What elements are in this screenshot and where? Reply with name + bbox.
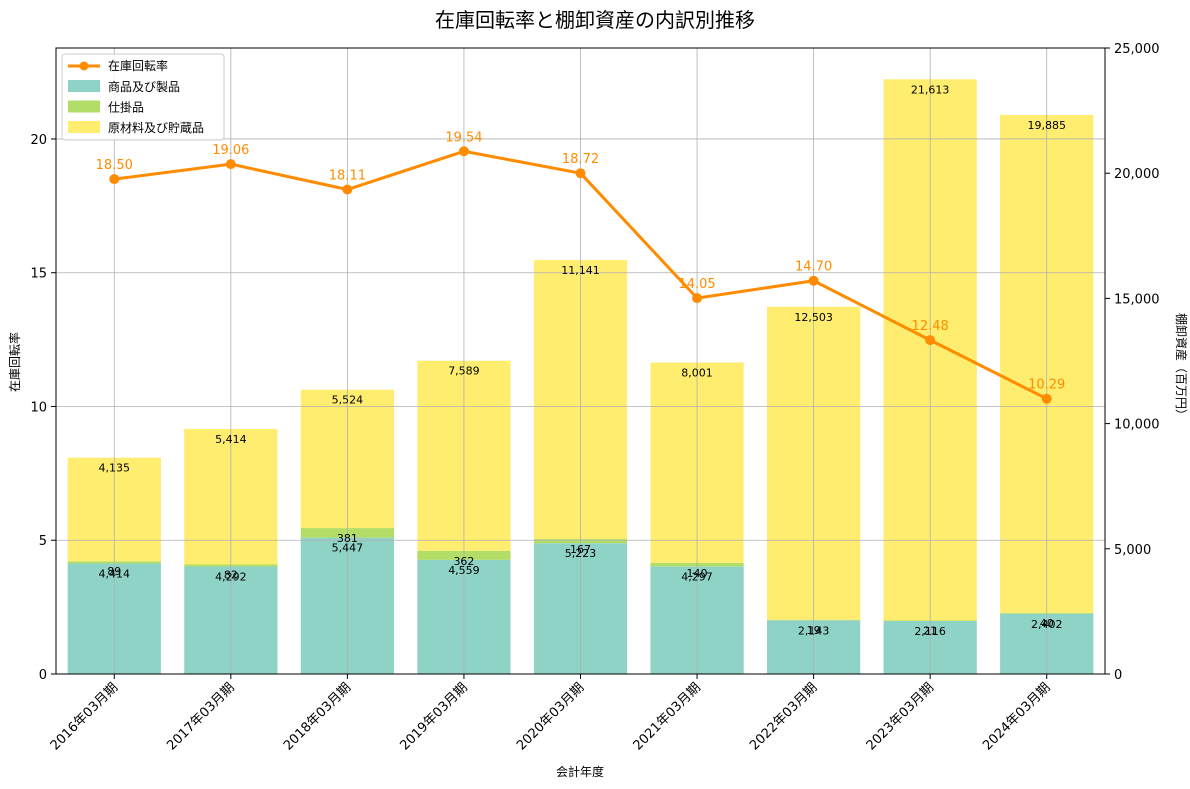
bar-label-wip-4: 167	[570, 543, 591, 556]
left-tick-label-2: 10	[30, 400, 47, 415]
rate-point-8	[1041, 393, 1052, 404]
rate-label-1: 19.06	[212, 143, 249, 158]
bar-label-materials-1: 5,414	[215, 433, 247, 446]
bar-label-products-4: 5,223	[565, 547, 597, 560]
bar-label-materials-8: 19,885	[1027, 119, 1066, 132]
bar-label-products-6: 2,143	[798, 624, 830, 637]
x-tick-label-3: 2019年03月期	[397, 680, 470, 753]
x-tick-label-0: 2016年03月期	[48, 680, 121, 753]
bar-label-products-3: 4,559	[448, 564, 480, 577]
bar-label-wip-7: 21	[923, 624, 937, 637]
x-tick-label-2: 2018年03月期	[281, 680, 354, 753]
bar-label-materials-3: 7,589	[448, 365, 480, 378]
bar-label-products-7: 2,116	[914, 625, 946, 638]
rate-point-1	[225, 159, 236, 170]
bar-label-materials-2: 5,524	[332, 394, 364, 407]
right-tick-label-2: 10,000	[1114, 418, 1160, 433]
bar-label-wip-0: 89	[107, 565, 121, 578]
legend-line-marker	[79, 61, 89, 71]
legend-swatch-1	[68, 100, 100, 113]
bar-label-materials-6: 12,503	[794, 311, 833, 324]
right-tick-label-0: 0	[1114, 668, 1122, 683]
left-tick-label-0: 0	[39, 668, 47, 683]
bar-label-materials-4: 11,141	[561, 264, 600, 277]
legend-swatch-2	[68, 121, 100, 133]
legend-label-1: 仕掛品	[108, 100, 144, 115]
right-tick-label-5: 25,000	[1114, 42, 1160, 57]
bar-label-materials-7: 21,613	[911, 83, 950, 96]
x-tick-label-7: 2023年03月期	[864, 680, 937, 753]
rate-point-2	[342, 184, 353, 195]
bar-label-products-2: 5,447	[332, 542, 364, 555]
bar-label-products-1: 4,292	[215, 571, 247, 584]
bar-label-products-0: 4,414	[99, 567, 131, 580]
rate-point-4	[575, 168, 586, 179]
x-tick-label-4: 2020年03月期	[514, 680, 587, 753]
rate-label-6: 14.70	[795, 260, 832, 275]
chart-title: 在庫回転率と棚卸資産の内訳別推移	[435, 8, 755, 32]
x-tick-label-5: 2021年03月期	[631, 680, 704, 753]
rate-point-6	[808, 275, 819, 286]
x-tick-label-8: 2024年03月期	[980, 680, 1053, 753]
right-tick-label-4: 20,000	[1114, 167, 1160, 182]
rate-label-7: 12.48	[912, 319, 949, 334]
bar-label-wip-3: 362	[453, 555, 474, 568]
legend-label-2: 原材料及び貯蔵品	[108, 121, 204, 135]
bar-label-products-5: 4,297	[681, 570, 713, 583]
rate-point-7	[925, 335, 936, 346]
y-axis-left-label: 在庫回転率	[7, 332, 22, 392]
bar-label-wip-2: 381	[337, 532, 358, 545]
y-axis-right-label: 棚卸資産（百万円）	[1174, 313, 1189, 421]
left-tick-label-1: 5	[39, 534, 47, 549]
legend-label-0: 商品及び製品	[108, 79, 180, 94]
rate-line-layer: 18.50 19.06 18.11 19.54 18.72 14.05 14.70 12.48…	[96, 130, 1065, 404]
rate-label-0: 18.50	[96, 158, 133, 173]
x-axis-label: 会計年度	[556, 764, 604, 779]
legend-label-rate: 在庫回転率	[108, 58, 168, 73]
legend-box	[61, 53, 225, 141]
x-tick-label-1: 2017年03月期	[164, 680, 237, 753]
rate-point-5	[692, 293, 703, 304]
rate-label-3: 19.54	[445, 130, 482, 145]
rate-point-3	[458, 146, 469, 157]
rate-label-5: 14.05	[678, 277, 715, 292]
legend-swatch-0	[68, 80, 100, 92]
bar-label-wip-6: 19	[807, 624, 821, 637]
x-tick-label-6: 2022年03月期	[747, 680, 820, 753]
left-tick-label-3: 15	[30, 267, 47, 282]
bar-label-wip-1: 82	[224, 568, 238, 581]
right-tick-label-3: 15,000	[1114, 292, 1160, 307]
left-tick-label-4: 20	[30, 133, 47, 148]
bar-label-materials-0: 4,135	[99, 462, 131, 475]
right-tick-label-1: 5,000	[1114, 543, 1151, 558]
rate-label-4: 18.72	[562, 152, 599, 167]
bar-label-products-8: 2,402	[1031, 618, 1063, 631]
bar-label-materials-5: 8,001	[681, 367, 713, 380]
rate-point-0	[109, 174, 120, 185]
rate-label-2: 18.11	[329, 169, 366, 184]
bar-label-wip-8: 40	[1040, 617, 1054, 630]
rate-label-8: 10.29	[1028, 378, 1065, 393]
bar-label-wip-5: 140	[687, 567, 708, 580]
